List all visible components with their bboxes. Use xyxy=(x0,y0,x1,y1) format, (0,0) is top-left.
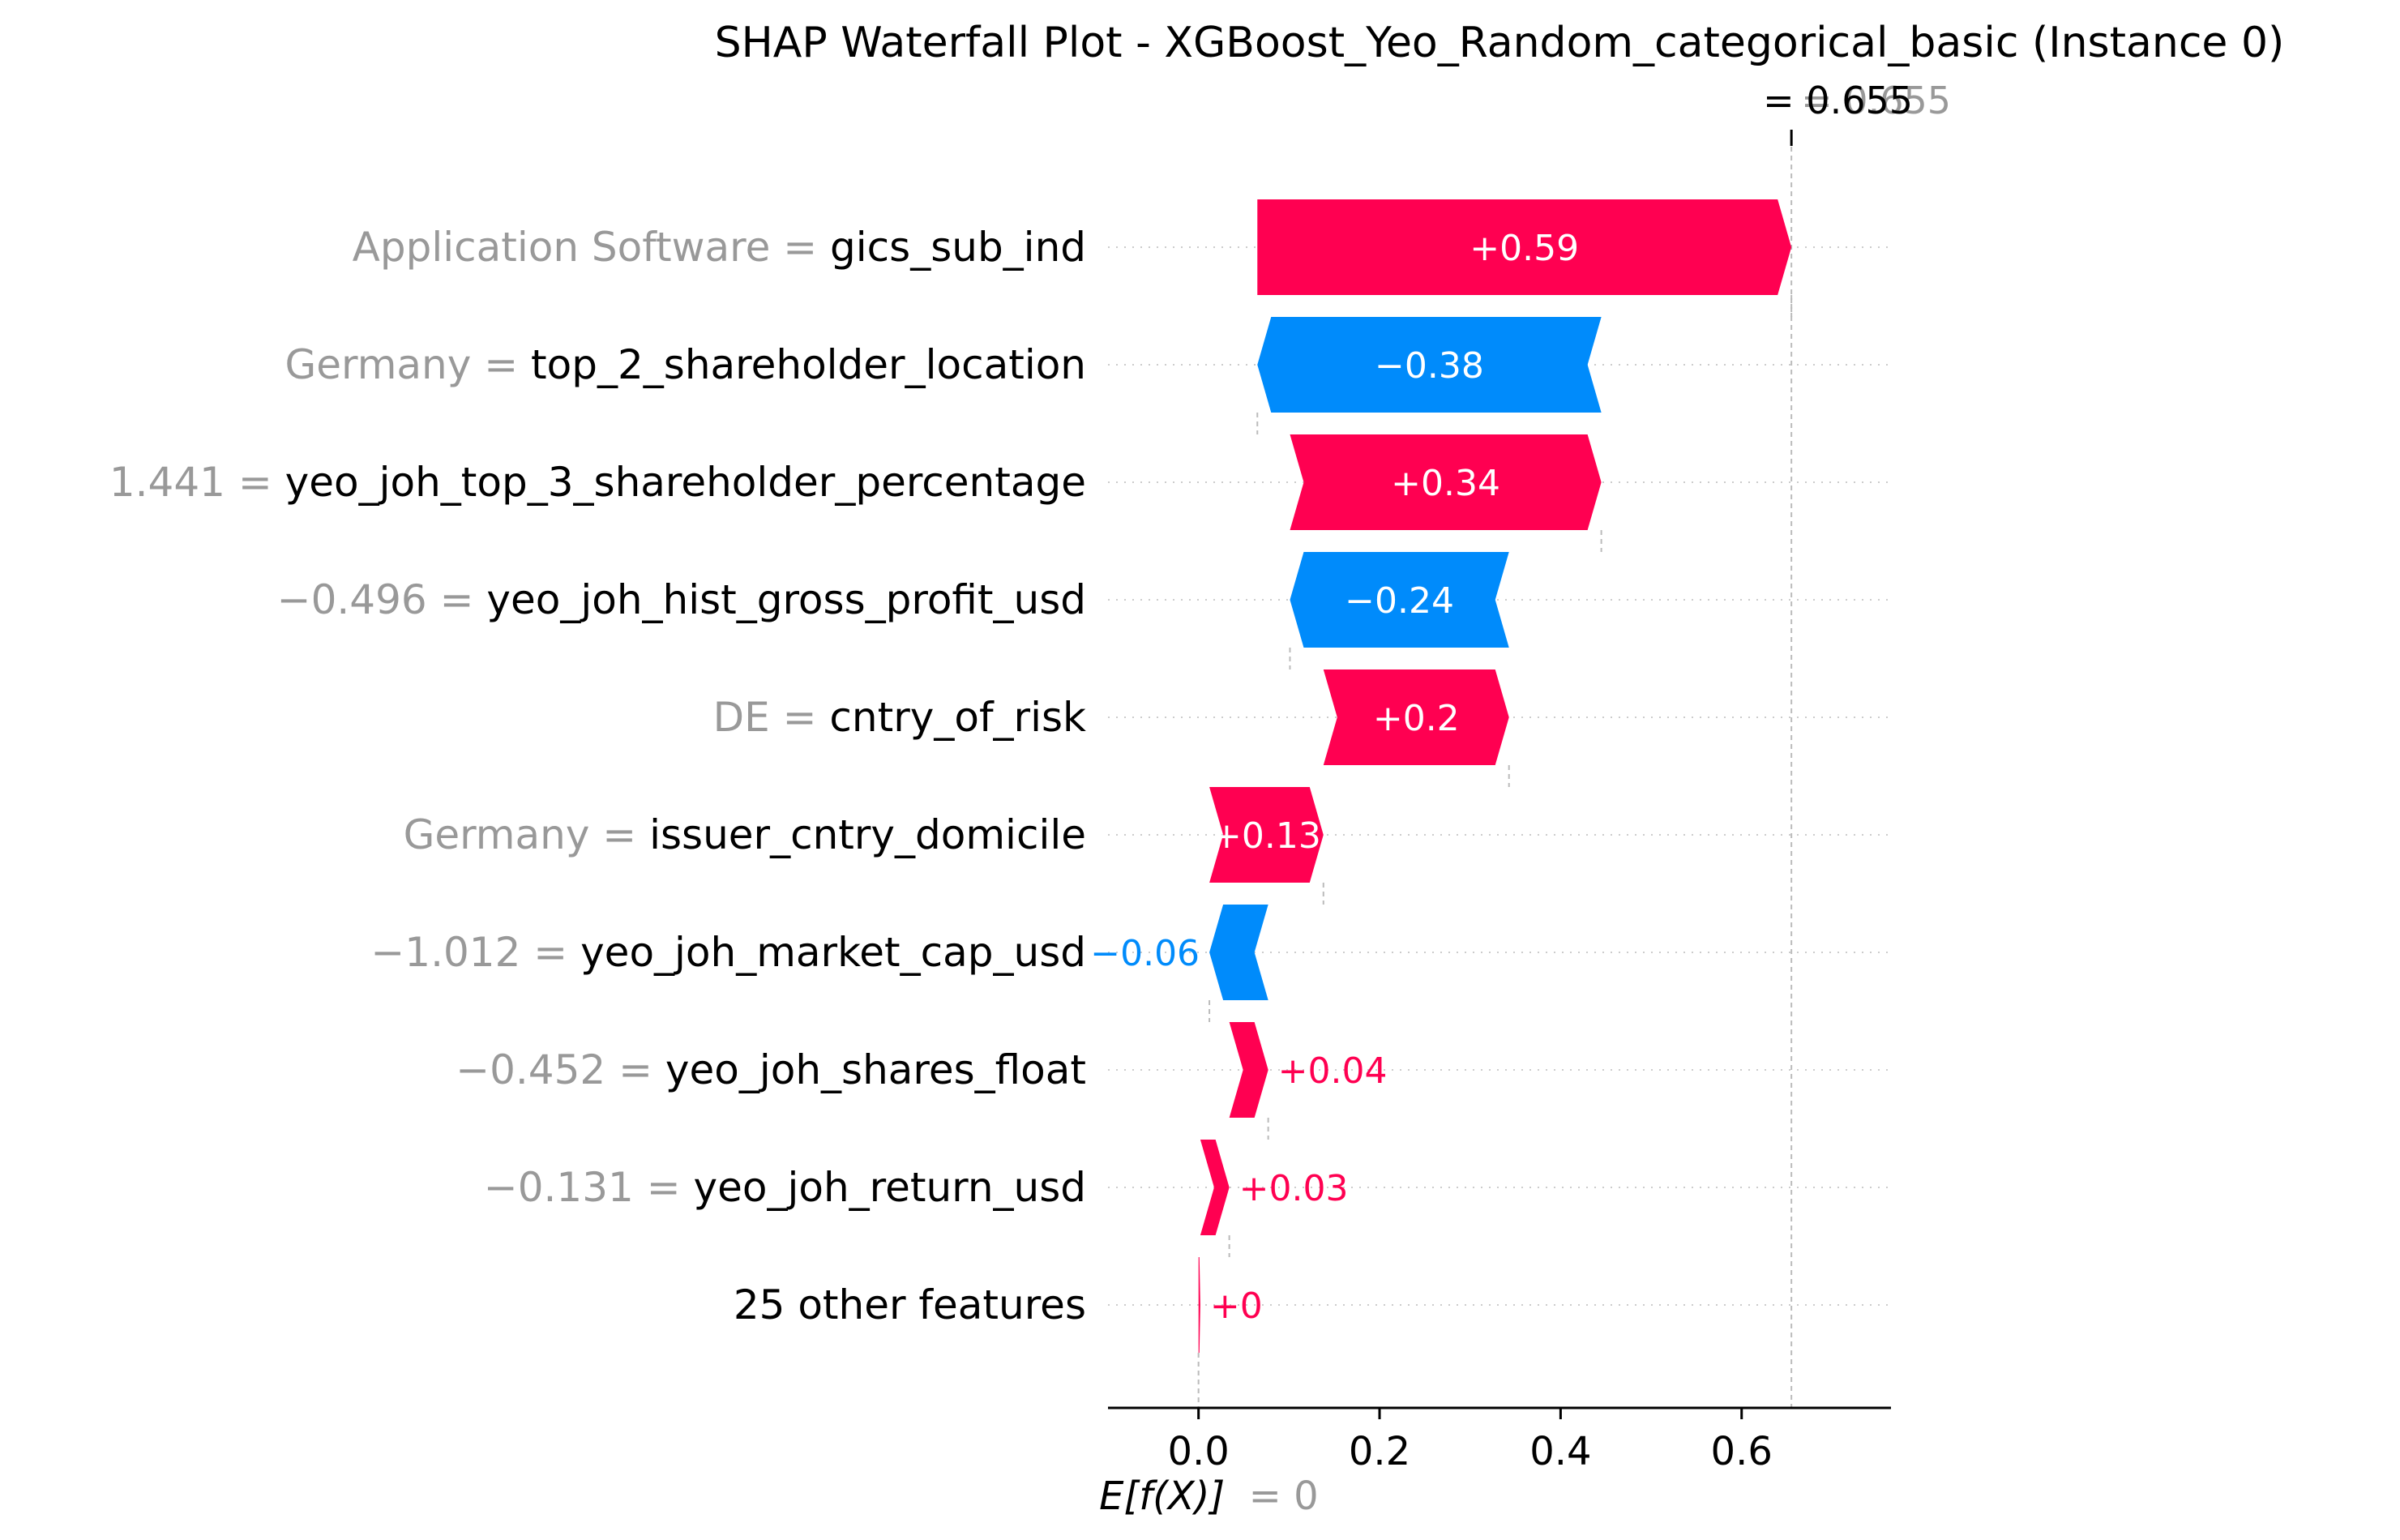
bar-value-label: −0.06 xyxy=(1090,933,1200,974)
x-axis: = 0.655= 0.655 0.0 0.2 0.4 0.6 E[f(X)] = 0 xyxy=(1099,79,1951,1519)
waterfall-bar xyxy=(1229,1022,1268,1118)
connector-guides xyxy=(1197,138,1793,1408)
x-tick-label: 0.6 xyxy=(1711,1429,1773,1474)
chart-title: SHAP Waterfall Plot - XGBoost_Yeo_Random… xyxy=(715,19,2285,67)
fx-label: = 0.655 xyxy=(1763,79,1913,122)
bar-value-label: −0.24 xyxy=(1345,580,1454,622)
waterfall-bar xyxy=(1290,434,1602,530)
feature-labels: +0.59 Application Software = gics_sub_ind… xyxy=(109,224,1579,1328)
x-tick-label: 0.0 xyxy=(1168,1429,1230,1474)
feature-label: Germany = issuer_cntry_domicile xyxy=(404,811,1086,858)
waterfall-bar xyxy=(1257,317,1602,413)
feature-name: issuer_cntry_domicile xyxy=(649,811,1086,858)
feature-name: gics_sub_ind xyxy=(830,224,1086,271)
waterfall-bar xyxy=(1209,905,1268,1000)
bar-value-label: −0.38 xyxy=(1375,345,1484,387)
waterfall-bar xyxy=(1290,552,1509,648)
feature-value: −1.012 = xyxy=(370,929,580,976)
x-tick-label: 0.2 xyxy=(1349,1429,1410,1474)
feature-name: yeo_joh_shares_float xyxy=(665,1046,1086,1093)
fx-overlap-label: = 0.655 xyxy=(1801,79,1951,122)
feature-name: yeo_joh_return_usd xyxy=(694,1164,1086,1211)
feature-value: Germany = xyxy=(285,341,532,388)
feature-label: 1.441 = yeo_joh_top_3_shareholder_percen… xyxy=(109,459,1086,506)
feature-name: cntry_of_risk xyxy=(829,694,1086,741)
feature-value: −0.496 = xyxy=(277,576,487,623)
x-tick-label: 0.4 xyxy=(1529,1429,1591,1474)
feature-label: −0.452 = yeo_joh_shares_float xyxy=(456,1046,1086,1093)
waterfall-bar xyxy=(1257,199,1792,295)
base-value-label: E[f(X)] xyxy=(1099,1474,1225,1519)
feature-label: DE = cntry_of_risk xyxy=(713,694,1086,741)
feature-name: yeo_joh_top_3_shareholder_percentage xyxy=(285,459,1086,506)
feature-label: 25 other features xyxy=(734,1281,1086,1328)
feature-label: −1.012 = yeo_joh_market_cap_usd xyxy=(370,929,1086,976)
feature-label: −0.131 = yeo_joh_return_usd xyxy=(484,1164,1086,1211)
feature-name: top_2_shareholder_location xyxy=(531,341,1086,388)
feature-name: 25 other features xyxy=(734,1281,1086,1328)
base-value-suffix: = 0 xyxy=(1249,1474,1319,1519)
feature-value: −0.131 = xyxy=(484,1164,694,1211)
feature-value: Germany = xyxy=(404,811,650,858)
feature-value: DE = xyxy=(713,694,830,741)
feature-label: Germany = top_2_shareholder_location xyxy=(285,341,1086,388)
bar-value-label: +0.2 xyxy=(1373,698,1460,739)
feature-value: −0.452 = xyxy=(456,1046,665,1093)
waterfall-bar xyxy=(1209,787,1324,883)
bar-value-label: +0.13 xyxy=(1212,815,1321,857)
feature-name: yeo_joh_hist_gross_profit_usd xyxy=(486,576,1086,623)
bar-value-label: +0.59 xyxy=(1470,228,1579,269)
feature-label: Application Software = gics_sub_ind xyxy=(353,224,1086,271)
waterfall-bar xyxy=(1323,669,1509,765)
contribution-bars xyxy=(1198,199,1792,1353)
bar-value-label: +0 xyxy=(1210,1285,1263,1327)
bar-value-label: +0.34 xyxy=(1391,463,1500,504)
feature-label: −0.496 = yeo_joh_hist_gross_profit_usd xyxy=(277,576,1086,623)
bar-value-label: +0.03 xyxy=(1239,1168,1349,1209)
feature-value: Application Software = xyxy=(353,224,830,271)
waterfall-bar xyxy=(1200,1140,1230,1235)
waterfall-bar xyxy=(1198,1257,1200,1353)
feature-value: 1.441 = xyxy=(109,459,285,506)
feature-name: yeo_joh_market_cap_usd xyxy=(580,929,1086,976)
bar-value-label: +0.04 xyxy=(1278,1050,1388,1092)
